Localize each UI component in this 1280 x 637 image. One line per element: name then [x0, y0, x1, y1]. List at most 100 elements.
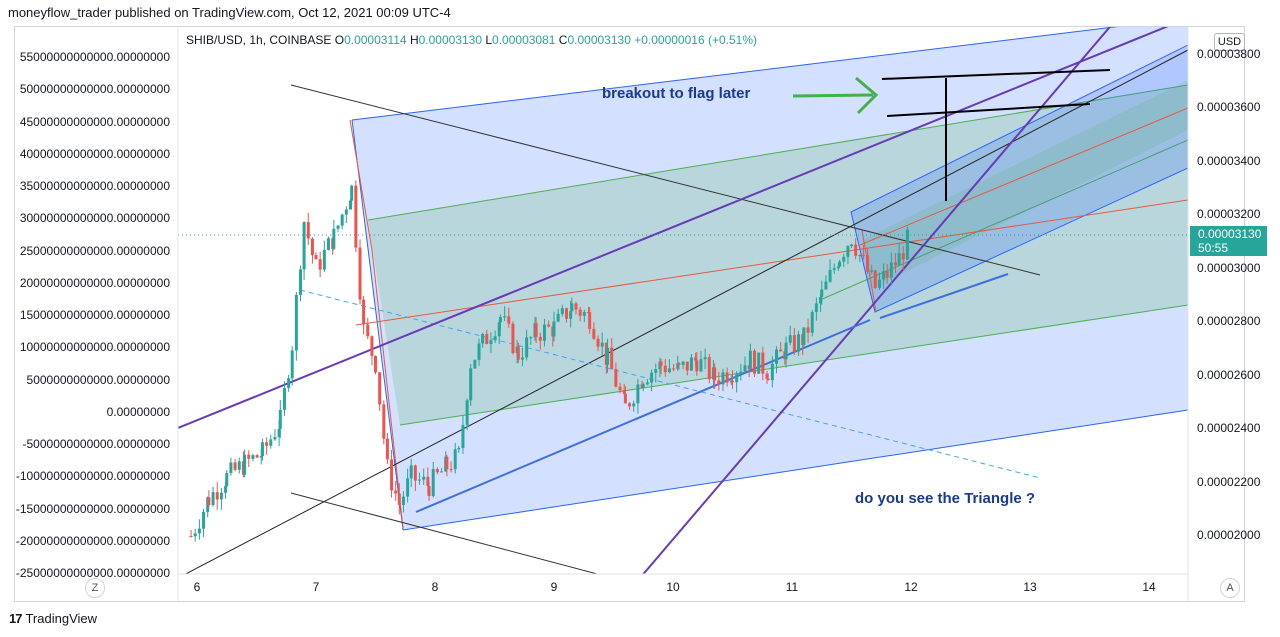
- candle-body: [820, 289, 824, 297]
- time-axis-tick: 8: [431, 580, 439, 594]
- candle-body: [224, 486, 228, 493]
- chart-frame: [14, 26, 1245, 602]
- candle-body: [189, 536, 193, 537]
- candle-body: [650, 372, 654, 383]
- candle-body: [534, 323, 538, 337]
- candle-body: [713, 367, 717, 381]
- candle-body: [401, 496, 405, 505]
- auto-scale-button[interactable]: A: [1220, 578, 1240, 598]
- candle-body: [676, 363, 680, 369]
- candle-body: [628, 403, 632, 407]
- tradingview-logo-icon: 17: [9, 611, 23, 626]
- black-trendline-asc: [184, 49, 1188, 574]
- candle-body: [418, 479, 422, 481]
- candle-body: [394, 490, 398, 494]
- candle-body: [810, 312, 814, 333]
- candle-body: [282, 388, 286, 410]
- candle-body: [606, 347, 610, 365]
- flag-top-line: [881, 69, 1111, 80]
- candle-body: [409, 465, 413, 479]
- time-axis-tick: 14: [1142, 580, 1156, 594]
- candle-body: [197, 528, 201, 534]
- candle-body: [570, 303, 574, 312]
- candle-body: [836, 266, 840, 269]
- currency-button[interactable]: USD: [1214, 33, 1245, 51]
- red-pitchfork-handle: [349, 119, 404, 529]
- candle-body: [832, 268, 836, 270]
- candle-body: [493, 336, 497, 341]
- candle-body: [632, 403, 636, 407]
- candle-body: [413, 465, 417, 481]
- candle-body: [569, 311, 573, 319]
- candle-body: [689, 357, 693, 371]
- candle-body: [614, 369, 618, 387]
- legend-symbol: SHIB/USD, 1h, COINBASE: [186, 33, 332, 47]
- candle-body: [243, 454, 247, 475]
- candle-body: [695, 360, 699, 372]
- candle-body: [211, 492, 215, 505]
- zoom-button[interactable]: Z: [85, 578, 105, 598]
- candle-body: [784, 342, 788, 360]
- candle-body: [302, 222, 306, 270]
- footer-brand[interactable]: 17 TradingView: [9, 611, 97, 626]
- candle-body: [498, 317, 502, 323]
- candle-body: [440, 471, 444, 473]
- candle-body: [792, 335, 796, 352]
- candle-body: [578, 309, 582, 316]
- candle-body: [588, 312, 592, 329]
- time-axis-tick: 12: [904, 580, 918, 594]
- candle-body: [259, 455, 263, 458]
- candle-body: [663, 365, 667, 373]
- candle-body: [277, 428, 281, 438]
- candle-body: [435, 469, 439, 473]
- candle-body: [310, 238, 314, 256]
- candle-body: [552, 321, 556, 337]
- candle-body: [894, 262, 898, 266]
- candle-body: [370, 336, 374, 357]
- candle-body: [237, 461, 241, 470]
- legend-high: 0.00003130: [418, 33, 483, 47]
- candle-body: [538, 336, 542, 341]
- time-axis-tick: 6: [193, 580, 201, 594]
- candle-body: [699, 359, 703, 372]
- candle-body: [362, 299, 366, 325]
- candle-body: [314, 255, 318, 260]
- candle-body: [340, 214, 344, 226]
- candle-body: [422, 476, 426, 480]
- candle-body: [556, 313, 560, 322]
- candle-body: [667, 368, 671, 373]
- left-axis-tick: 20000000000000.00000000: [19, 275, 170, 290]
- candle-body: [529, 337, 533, 339]
- candle-body: [814, 303, 818, 313]
- candle-body: [623, 393, 627, 404]
- candle-body: [287, 378, 291, 389]
- candle-body: [477, 343, 481, 360]
- candle-body: [861, 255, 865, 257]
- right-axis-tick: 0.00002200: [1197, 474, 1261, 489]
- candle-body: [854, 244, 858, 256]
- candle-body: [290, 350, 294, 379]
- left-axis-tick: 45000000000000.00000000: [19, 114, 170, 129]
- candle-body: [344, 209, 348, 215]
- candle-body: [765, 373, 769, 379]
- candle-body: [641, 384, 645, 388]
- black-trendline-desc: [290, 84, 1041, 276]
- legend-change: +0.00000016 (+0.51%): [634, 33, 757, 47]
- candle-body: [873, 270, 877, 288]
- arrow-icon: [792, 76, 879, 115]
- candle-body: [753, 350, 757, 374]
- candle-body: [215, 492, 219, 500]
- legend-low-label: L: [485, 33, 493, 47]
- purple-trendline-steep: [642, 27, 1112, 574]
- candle-body: [806, 327, 810, 333]
- candle-body: [269, 439, 273, 446]
- candle-body: [354, 185, 358, 248]
- candle-body: [547, 324, 551, 327]
- bar-countdown: 50:55: [1198, 241, 1229, 255]
- candle-body: [225, 473, 229, 487]
- candle-body: [654, 369, 658, 373]
- candle-body: [473, 359, 477, 369]
- candle-body: [431, 469, 435, 497]
- blue-channel-left: [351, 119, 404, 531]
